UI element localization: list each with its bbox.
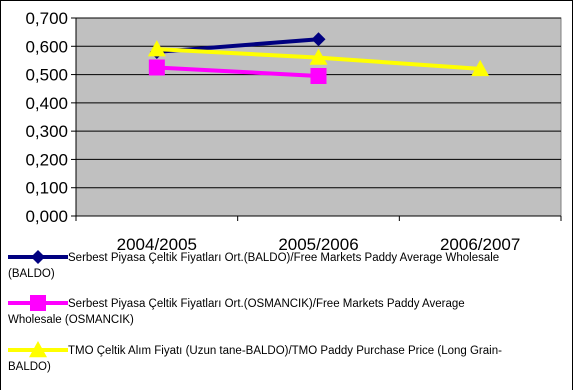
x-tick-label: 2005/2006 (278, 235, 358, 254)
legend-label: Wholesale (OSMANCIK) (8, 314, 134, 326)
y-tick-label: 0,700 (25, 9, 68, 28)
series-line-2 (156, 65, 319, 78)
y-tick-label: 0,500 (25, 66, 68, 85)
data-point-series-2 (310, 67, 327, 84)
data-point-series-2 (148, 59, 165, 76)
legend-label: Serbest Piyasa Çeltik Fiyatları Ort.(OSM… (68, 298, 465, 310)
y-tick-label: 0,600 (25, 37, 68, 56)
legend-label: BALDO) (8, 361, 51, 373)
data-point-series-3 (309, 48, 328, 65)
data-point-series-3 (147, 40, 166, 57)
data-point-series-1 (311, 32, 326, 47)
legend-label: (BALDO) (8, 268, 55, 280)
legend: Serbest Piyasa Çeltik Fiyatları Ort.(BAL… (8, 250, 502, 373)
legend-marker-3 (29, 341, 47, 358)
x-tick-label: 2006/2007 (440, 235, 520, 254)
y-axis-ticks: 0,000 0,100 0,200 0,300 0,400 0,500 0,600 0,700 (25, 9, 76, 226)
legend-marker-1 (31, 250, 45, 264)
series-layer (147, 32, 490, 84)
legend-marker-2 (30, 295, 46, 311)
legend-background (1, 232, 572, 390)
plot-area (75, 17, 562, 217)
y-tick-label: 0,000 (25, 207, 68, 226)
x-axis-ticks: 2004/2005 2005/2006 2006/2007 (75, 216, 562, 254)
x-tick-label: 2004/2005 (117, 235, 197, 254)
legend-label: Serbest Piyasa Çeltik Fiyatları Ort.(BAL… (68, 252, 499, 264)
legend-label: TMO Çeltik Alım Fiyatı (Uzun tane-BALDO)… (68, 345, 502, 357)
y-tick-label: 0,200 (25, 150, 68, 169)
y-tick-label: 0,100 (25, 179, 68, 198)
y-tick-label: 0,300 (25, 122, 68, 141)
y-tick-label: 0,400 (25, 94, 68, 113)
data-point-series-3 (471, 59, 490, 77)
